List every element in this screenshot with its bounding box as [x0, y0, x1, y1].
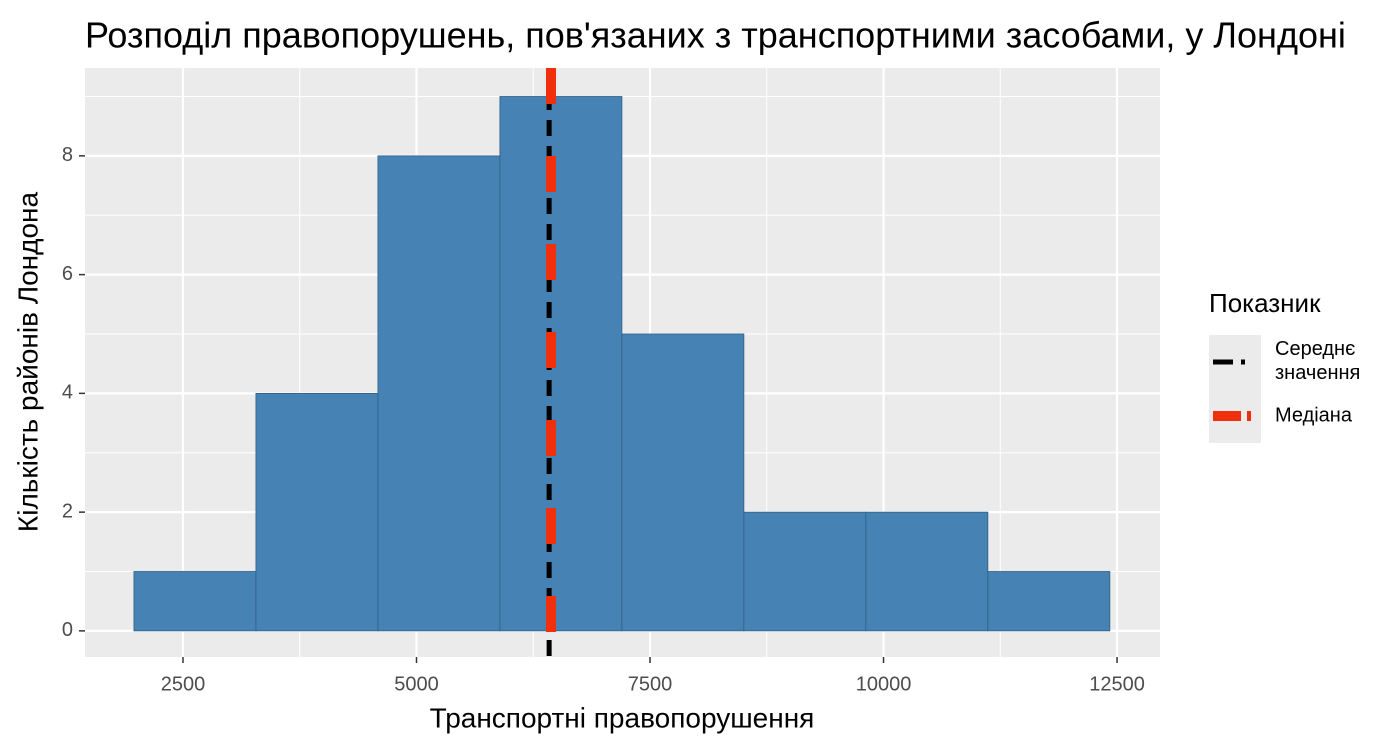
legend-title: Показник	[1209, 288, 1321, 318]
x-tick-label: 12500	[1089, 673, 1145, 695]
legend-label: Середнє значення	[1275, 338, 1360, 384]
x-tick-label: 2500	[161, 673, 206, 695]
histogram-bar	[133, 571, 257, 632]
x-tick-label: 5000	[394, 673, 439, 695]
chart-title: Розподіл правопорушень, пов'язаних з тра…	[85, 15, 1346, 56]
y-tick-label: 0	[62, 619, 73, 641]
histogram-bar	[865, 511, 989, 632]
y-tick-label: 4	[62, 382, 73, 404]
y-tick-label: 2	[62, 500, 73, 522]
histogram-bar	[377, 155, 501, 632]
x-axis-title: Транспортні правопорушення	[430, 702, 815, 733]
y-axis-title: Кількість районів Лондона	[12, 191, 43, 532]
legend-label: Медіана	[1275, 404, 1353, 426]
histogram-bar	[255, 392, 379, 632]
histogram-bar	[621, 333, 745, 632]
y-tick-label: 6	[62, 263, 73, 285]
x-tick-label: 7500	[628, 673, 673, 695]
x-tick-label: 10000	[856, 673, 912, 695]
histogram-bar	[987, 571, 1111, 632]
histogram-bar	[743, 511, 867, 632]
y-tick-label: 8	[62, 144, 73, 166]
histogram-bar	[499, 96, 623, 632]
